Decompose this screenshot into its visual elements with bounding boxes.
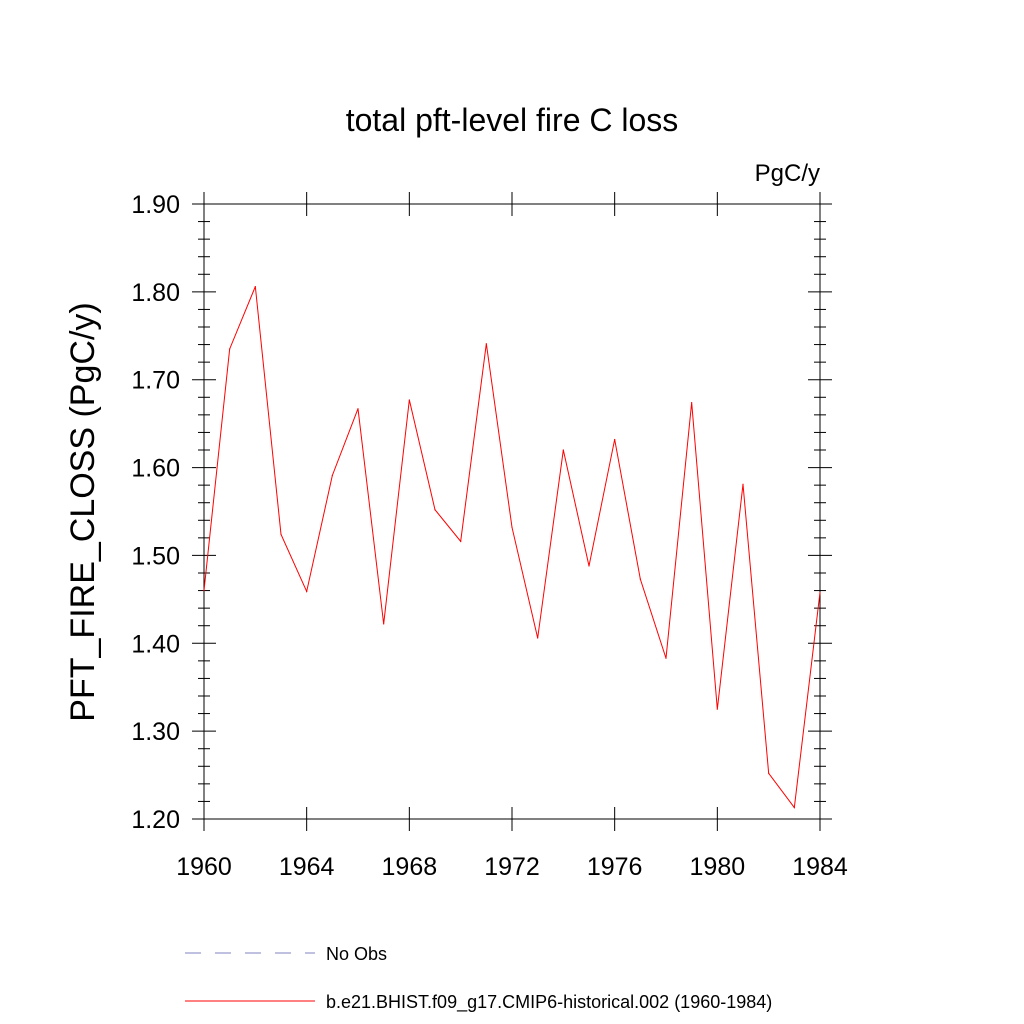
y-tick-label: 1.70 — [131, 367, 180, 395]
series-layer — [203, 285, 821, 809]
data-point — [460, 540, 462, 542]
series-line — [203, 286, 821, 809]
plot-frame — [203, 203, 821, 820]
data-point — [357, 408, 359, 410]
x-tick-label: 1960 — [176, 853, 232, 881]
data-point — [768, 772, 770, 774]
data-point — [819, 591, 821, 593]
data-point — [331, 474, 333, 477]
data-point — [203, 589, 205, 592]
data-point — [793, 806, 795, 809]
data-point — [434, 509, 436, 511]
y-tick-label: 1.20 — [131, 806, 180, 834]
data-point — [588, 565, 590, 567]
data-point — [229, 348, 231, 350]
data-point — [383, 623, 385, 625]
data-point — [691, 401, 693, 404]
data-point — [537, 637, 539, 639]
legend-label: No Obs — [326, 944, 387, 964]
y-tick-label: 1.90 — [131, 191, 180, 219]
chart-title: total pft-level fire C loss — [346, 102, 679, 138]
data-point — [665, 657, 667, 659]
x-axis-ticks: 1960 1964 1968 1972 1976 1980 1984 — [176, 192, 848, 881]
y-tick-label: 1.80 — [131, 279, 180, 307]
units-label: PgC/y — [755, 160, 820, 187]
data-point — [408, 399, 410, 401]
y-axis-label: PFT_FIRE_CLOSS (PgC/y) — [64, 302, 102, 721]
x-tick-label: 1968 — [382, 853, 438, 881]
legend-label: b.e21.BHIST.f09_g17.CMIP6-historical.002… — [326, 992, 772, 1013]
data-point — [280, 533, 282, 535]
x-tick-label: 1984 — [792, 853, 848, 881]
x-tick-label: 1976 — [587, 853, 643, 881]
data-point — [639, 578, 641, 580]
x-tick-label: 1980 — [690, 853, 746, 881]
data-point — [254, 285, 256, 288]
y-tick-label: 1.30 — [131, 718, 180, 746]
legend: No Obs b.e21.BHIST.f09_g17.CMIP6-historic… — [185, 944, 772, 1013]
data-point — [511, 526, 513, 528]
x-tick-label: 1972 — [484, 853, 540, 881]
y-tick-label: 1.50 — [131, 542, 180, 570]
data-point — [562, 449, 564, 451]
y-tick-label: 1.60 — [131, 455, 180, 483]
data-point — [742, 483, 744, 485]
y-tick-label: 1.40 — [131, 630, 180, 658]
data-point — [614, 438, 616, 441]
x-tick-label: 1964 — [279, 853, 335, 881]
y-axis-ticks: 1.20 1.30 1.40 1.50 1.60 1.70 1.80 1.90 — [131, 191, 832, 834]
data-point — [485, 343, 487, 345]
data-point — [716, 708, 718, 710]
data-point — [306, 590, 308, 593]
